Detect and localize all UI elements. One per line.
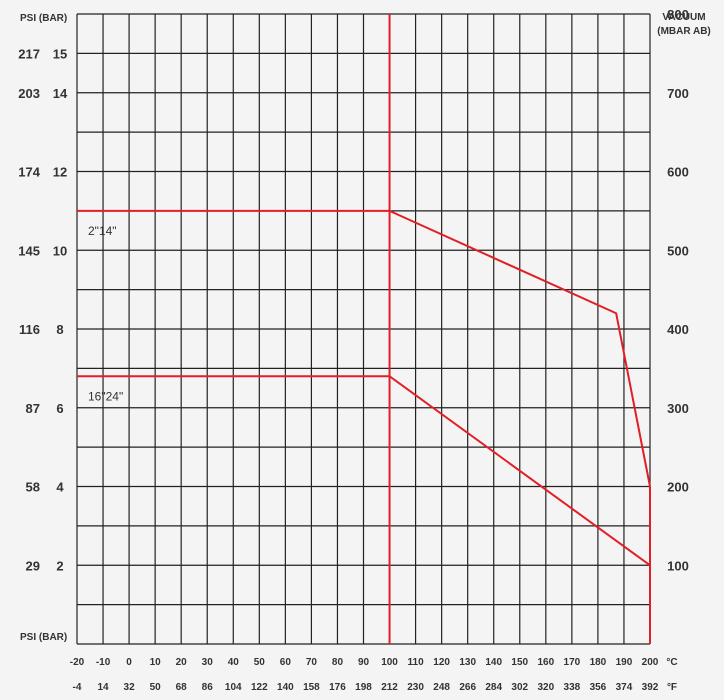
x-tick-label-c: -10 <box>96 657 111 668</box>
series-label-2: 16"24" <box>88 389 123 403</box>
x-tick-label-f: 248 <box>433 682 450 693</box>
vacuum-tick-label: 600 <box>667 165 689 180</box>
x-tick-label-f: 68 <box>176 682 188 693</box>
x-tick-label-f: 392 <box>642 682 659 693</box>
x-tick-label-c: 30 <box>202 657 214 668</box>
bar-tick-label: 12 <box>53 165 67 180</box>
x-tick-label-c: 180 <box>590 657 607 668</box>
x-tick-label-f: 266 <box>459 682 476 693</box>
series-line-1 <box>77 209 651 487</box>
x-tick-label-f: 158 <box>303 682 320 693</box>
psi-tick-label: 29 <box>26 558 40 573</box>
x-tick-label-c: 170 <box>564 657 581 668</box>
x-tick-label-f: 32 <box>124 682 136 693</box>
x-tick-label-c: 40 <box>228 657 240 668</box>
x-tick-label-c: 60 <box>280 657 292 668</box>
x-tick-label-c: 0 <box>126 657 132 668</box>
x-tick-label-c: 120 <box>433 657 450 668</box>
bar-tick-label: 4 <box>56 480 64 495</box>
x-tick-label-f: 320 <box>537 682 554 693</box>
bar-tick-label: 14 <box>53 86 68 101</box>
right-axis-title-line1: VACUUM <box>662 12 705 23</box>
x-tick-label-c: 190 <box>616 657 633 668</box>
x-tick-label-f: 356 <box>590 682 607 693</box>
right-axis-title-line2: (MBAR AB) <box>657 26 711 37</box>
vacuum-tick-label: 300 <box>667 401 689 416</box>
series-line-2 <box>77 375 651 567</box>
x-tick-label-c: 70 <box>306 657 318 668</box>
x-tick-label-f: 104 <box>225 682 242 693</box>
x-tick-label-f: 374 <box>616 682 633 693</box>
bar-tick-label: 10 <box>53 243 67 258</box>
left-axis-title-bottom: PSI (BAR) <box>20 632 67 643</box>
x-tick-label-f: 284 <box>485 682 502 693</box>
bar-tick-label: 2 <box>56 558 63 573</box>
x-unit-c: °C <box>666 657 677 668</box>
bar-tick-label: 8 <box>56 322 63 337</box>
psi-tick-label: 203 <box>18 86 40 101</box>
x-tick-label-f: 338 <box>564 682 581 693</box>
vacuum-tick-label: 200 <box>667 480 689 495</box>
vacuum-tick-label: 400 <box>667 322 689 337</box>
series-label-1: 2"14" <box>88 224 117 238</box>
x-tick-label-f: -4 <box>73 682 82 693</box>
x-tick-label-f: 212 <box>381 682 398 693</box>
x-tick-label-f: 176 <box>329 682 346 693</box>
x-tick-label-f: 140 <box>277 682 294 693</box>
bar-tick-label: 6 <box>56 401 63 416</box>
x-tick-label-f: 302 <box>511 682 528 693</box>
psi-tick-label: 116 <box>19 322 40 337</box>
x-tick-label-c: 10 <box>150 657 162 668</box>
x-tick-label-c: 100 <box>381 657 398 668</box>
x-tick-label-c: 150 <box>511 657 528 668</box>
labels-layer: 2"14" 16"24" 29 2 58 4 87 6 116 8 145 10 174 12 203 14 2… <box>18 7 710 693</box>
psi-tick-label: 145 <box>18 243 40 258</box>
x-tick-label-c: 50 <box>254 657 266 668</box>
x-tick-label-f: 86 <box>202 682 214 693</box>
x-tick-label-f: 198 <box>355 682 372 693</box>
bar-tick-label: 15 <box>53 46 67 61</box>
vacuum-tick-label: 800 <box>667 7 689 22</box>
x-tick-label-c: -20 <box>70 657 85 668</box>
x-tick-label-c: 130 <box>459 657 476 668</box>
x-tick-label-c: 140 <box>485 657 502 668</box>
x-tick-label-f: 50 <box>150 682 162 693</box>
psi-tick-label: 58 <box>26 480 40 495</box>
vacuum-tick-label: 500 <box>667 243 689 258</box>
x-tick-label-c: 80 <box>332 657 344 668</box>
series-layer <box>77 14 651 644</box>
x-unit-f: °F <box>667 682 677 693</box>
x-tick-label-f: 230 <box>407 682 424 693</box>
psi-tick-label: 87 <box>26 401 40 416</box>
x-tick-label-c: 160 <box>537 657 554 668</box>
x-tick-label-c: 20 <box>176 657 188 668</box>
left-axis-title-top: PSI (BAR) <box>20 13 67 24</box>
grid <box>76 13 651 645</box>
vacuum-tick-label: 100 <box>667 558 689 573</box>
psi-tick-label: 217 <box>18 46 40 61</box>
psi-tick-label: 174 <box>18 165 40 180</box>
x-tick-label-f: 14 <box>97 682 109 693</box>
vacuum-tick-label: 700 <box>667 86 689 101</box>
x-tick-label-c: 110 <box>408 657 425 668</box>
x-tick-label-f: 122 <box>251 682 268 693</box>
x-tick-label-c: 200 <box>642 657 659 668</box>
x-tick-label-c: 90 <box>358 657 370 668</box>
